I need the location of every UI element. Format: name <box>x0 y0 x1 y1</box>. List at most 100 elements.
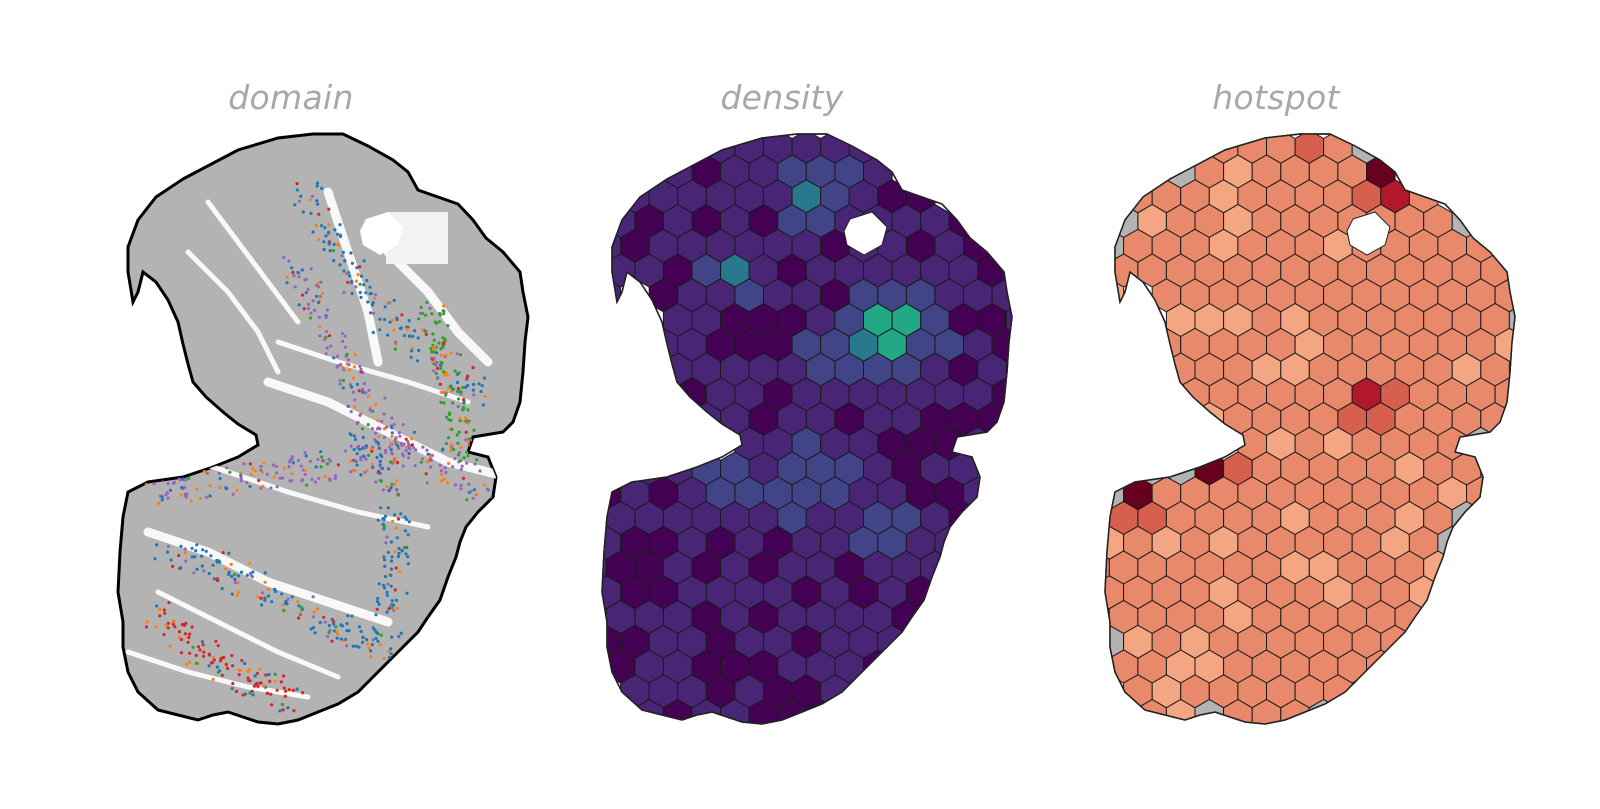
cell-point <box>179 638 183 642</box>
cell-point <box>248 484 252 488</box>
cell-point <box>394 566 398 570</box>
cell-point <box>385 590 389 594</box>
cell-point <box>316 457 320 461</box>
cell-point <box>268 679 272 684</box>
cell-point <box>227 551 231 556</box>
cell-point <box>343 334 347 338</box>
cell-point <box>361 446 365 451</box>
cell-point <box>351 390 355 394</box>
cell-point <box>386 550 390 554</box>
cell-point <box>407 319 411 323</box>
cell-point <box>391 318 395 322</box>
cell-point <box>319 450 323 454</box>
cell-point <box>224 487 228 491</box>
cell-point <box>405 327 410 331</box>
cell-point <box>424 332 428 336</box>
cell-point <box>378 643 382 647</box>
cell-point <box>362 455 366 459</box>
cell-point <box>153 557 157 561</box>
cell-point <box>429 347 433 351</box>
cell-point <box>239 474 243 478</box>
cell-point <box>359 473 363 477</box>
cell-point <box>475 458 479 462</box>
cell-point <box>475 492 479 496</box>
cell-point <box>171 622 175 626</box>
cell-point <box>393 437 397 442</box>
cell-point <box>281 603 285 607</box>
density-hex-cell <box>720 698 750 724</box>
cell-point <box>196 645 201 649</box>
cell-point <box>412 430 416 434</box>
cell-point <box>167 601 171 605</box>
cell-point <box>323 475 328 479</box>
cell-point <box>442 304 446 308</box>
cell-point <box>342 269 346 273</box>
cell-point <box>425 448 429 452</box>
cell-point <box>404 437 408 441</box>
cell-point <box>390 416 394 420</box>
cell-point <box>435 360 439 364</box>
cell-point <box>395 479 399 483</box>
cell-point <box>398 434 402 438</box>
cell-point <box>290 595 294 599</box>
cell-point <box>395 461 400 465</box>
cell-point <box>172 620 176 624</box>
cell-point <box>335 242 340 246</box>
cell-point <box>466 408 470 412</box>
cell-point <box>392 603 396 607</box>
cell-point <box>415 359 419 363</box>
cell-point <box>231 492 235 496</box>
cell-point <box>327 207 331 211</box>
cell-point <box>370 303 374 307</box>
cell-point <box>350 261 354 265</box>
cell-point <box>399 512 403 516</box>
cell-point <box>444 353 448 357</box>
cell-point <box>394 598 399 603</box>
cell-point <box>207 664 211 668</box>
cell-point <box>449 385 454 390</box>
cell-point <box>455 433 459 437</box>
cell-point <box>278 709 282 713</box>
cell-point <box>371 330 375 335</box>
cell-point <box>212 577 216 581</box>
cell-point <box>181 477 185 481</box>
cell-point <box>290 472 294 476</box>
cell-point <box>411 334 415 338</box>
cell-point <box>248 561 252 565</box>
cell-point <box>407 520 411 524</box>
cell-point <box>366 394 371 398</box>
cell-point <box>434 371 438 376</box>
cell-point <box>366 642 370 646</box>
hotspot-panel-title: hotspot <box>1212 78 1340 117</box>
cell-point <box>402 454 406 458</box>
cell-point <box>403 515 407 519</box>
cell-point <box>355 463 359 467</box>
cell-point <box>345 621 349 626</box>
cell-point <box>441 447 445 451</box>
cell-point <box>393 482 397 487</box>
cell-point <box>449 449 453 453</box>
domain-tissue-outline <box>116 132 530 726</box>
cell-point <box>364 291 368 295</box>
cell-point <box>409 355 413 359</box>
cell-point <box>258 667 262 671</box>
cell-point <box>301 293 305 297</box>
cell-point <box>334 625 338 629</box>
cell-point <box>353 405 357 409</box>
cell-point <box>234 689 239 694</box>
cell-point <box>336 232 340 236</box>
cell-point <box>322 247 326 252</box>
cell-point <box>273 679 277 683</box>
cell-point <box>301 691 305 695</box>
cell-point <box>389 652 393 656</box>
cell-point <box>308 316 313 320</box>
cell-point <box>383 564 387 568</box>
cell-point <box>382 412 386 416</box>
cell-point <box>240 658 244 663</box>
cell-point <box>332 356 336 360</box>
cell-point <box>371 311 376 315</box>
cell-point <box>436 366 440 370</box>
cell-point <box>482 376 487 380</box>
cell-point <box>325 346 329 350</box>
cell-point <box>252 684 256 688</box>
